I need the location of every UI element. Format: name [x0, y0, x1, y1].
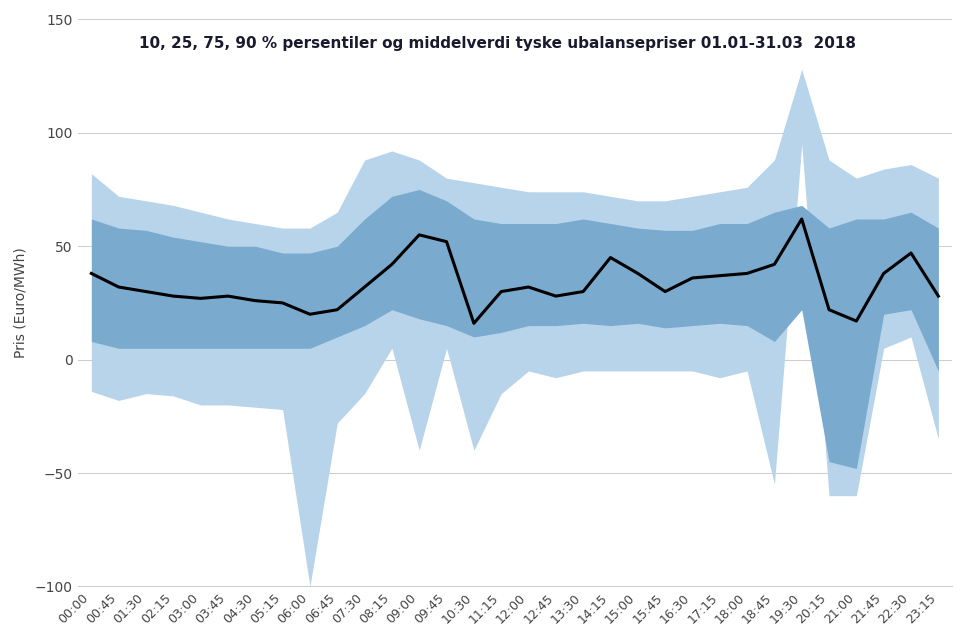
Y-axis label: Pris (Euro/MWh): Pris (Euro/MWh)	[14, 248, 28, 358]
Text: 10, 25, 75, 90 % persentiler og middelverdi tyske ubalansepriser 01.01-31.03  20: 10, 25, 75, 90 % persentiler og middelve…	[139, 36, 855, 51]
